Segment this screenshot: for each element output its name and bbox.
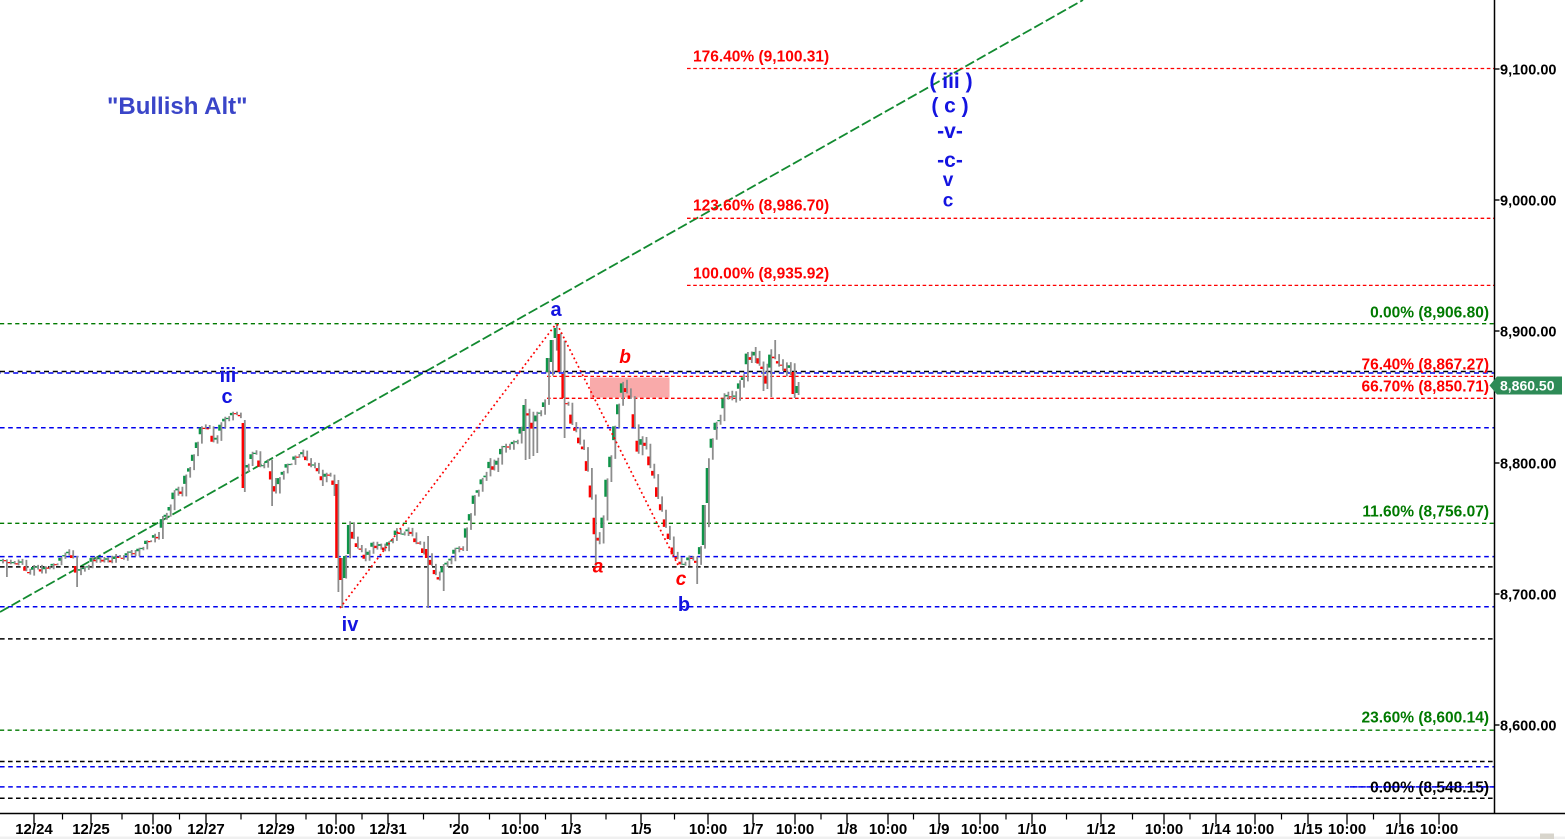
svg-text:12/29: 12/29 xyxy=(257,821,295,838)
svg-text:123.60% (8,986.70): 123.60% (8,986.70) xyxy=(693,198,829,215)
svg-text:-v-: -v- xyxy=(937,120,963,143)
svg-text:8,860.50: 8,860.50 xyxy=(1500,378,1555,394)
svg-text:b: b xyxy=(678,594,690,616)
svg-text:10:00: 10:00 xyxy=(869,821,907,838)
svg-text:66.70% (8,850.71): 66.70% (8,850.71) xyxy=(1361,379,1489,396)
svg-text:'20: '20 xyxy=(449,821,469,838)
svg-text:10:00: 10:00 xyxy=(1420,821,1458,838)
svg-text:100.00% (8,935.92): 100.00% (8,935.92) xyxy=(693,266,829,283)
svg-text:1/5: 1/5 xyxy=(631,821,652,838)
svg-text:a: a xyxy=(550,299,562,321)
svg-text:12/25: 12/25 xyxy=(72,821,110,838)
svg-text:12/31: 12/31 xyxy=(369,821,407,838)
svg-text:iv: iv xyxy=(342,614,360,636)
svg-text:8,800.00: 8,800.00 xyxy=(1500,457,1556,473)
svg-text:10:00: 10:00 xyxy=(501,821,539,838)
svg-text:1/7: 1/7 xyxy=(743,821,764,838)
svg-text:1/3: 1/3 xyxy=(561,821,582,838)
svg-text:8,700.00: 8,700.00 xyxy=(1500,588,1556,604)
svg-text:8,900.00: 8,900.00 xyxy=(1500,325,1556,341)
svg-text:10:00: 10:00 xyxy=(317,821,355,838)
svg-text:1/14: 1/14 xyxy=(1201,821,1231,838)
svg-text:c: c xyxy=(676,569,687,590)
svg-text:10:00: 10:00 xyxy=(776,821,814,838)
svg-text:76.40% (8,867.27): 76.40% (8,867.27) xyxy=(1361,357,1489,374)
svg-text:"Bullish Alt": "Bullish Alt" xyxy=(107,93,248,120)
svg-text:1/9: 1/9 xyxy=(929,821,950,838)
svg-text:9,000.00: 9,000.00 xyxy=(1500,194,1556,210)
svg-text:10:00: 10:00 xyxy=(1328,821,1366,838)
svg-text:1/8: 1/8 xyxy=(837,821,858,838)
svg-text:iii: iii xyxy=(220,365,237,387)
svg-text:10:00: 10:00 xyxy=(961,821,999,838)
svg-text:8,600.00: 8,600.00 xyxy=(1500,719,1556,735)
svg-text:11.60% (8,756.07): 11.60% (8,756.07) xyxy=(1362,504,1489,521)
svg-text:-c-: -c- xyxy=(937,149,963,172)
svg-text:1/12: 1/12 xyxy=(1086,821,1115,838)
svg-text:9,100.00: 9,100.00 xyxy=(1500,63,1556,79)
svg-text:10:00: 10:00 xyxy=(134,821,172,838)
svg-text:b: b xyxy=(619,347,631,368)
svg-text:12/24: 12/24 xyxy=(15,821,53,838)
svg-text:1/16: 1/16 xyxy=(1385,821,1414,838)
svg-text:a: a xyxy=(593,557,604,578)
svg-text:0.00% (8,906.80): 0.00% (8,906.80) xyxy=(1370,305,1489,322)
svg-text:23.60% (8,600.14): 23.60% (8,600.14) xyxy=(1361,710,1489,727)
svg-text:( iii ): ( iii ) xyxy=(929,70,972,93)
svg-text:10:00: 10:00 xyxy=(1145,821,1183,838)
svg-text:12/27: 12/27 xyxy=(187,821,225,838)
svg-text:176.40% (9,100.31): 176.40% (9,100.31) xyxy=(693,49,829,66)
svg-text:1/15: 1/15 xyxy=(1293,821,1322,838)
svg-text:10:00: 10:00 xyxy=(1236,821,1274,838)
svg-text:c: c xyxy=(221,386,232,408)
svg-text:( c ): ( c ) xyxy=(931,95,968,118)
svg-text:0.00% (8,548.15): 0.00% (8,548.15) xyxy=(1370,780,1489,797)
svg-text:1/10: 1/10 xyxy=(1017,821,1046,838)
svg-text:v: v xyxy=(943,170,954,191)
svg-text:10:00: 10:00 xyxy=(689,821,727,838)
svg-text:c: c xyxy=(943,191,954,212)
